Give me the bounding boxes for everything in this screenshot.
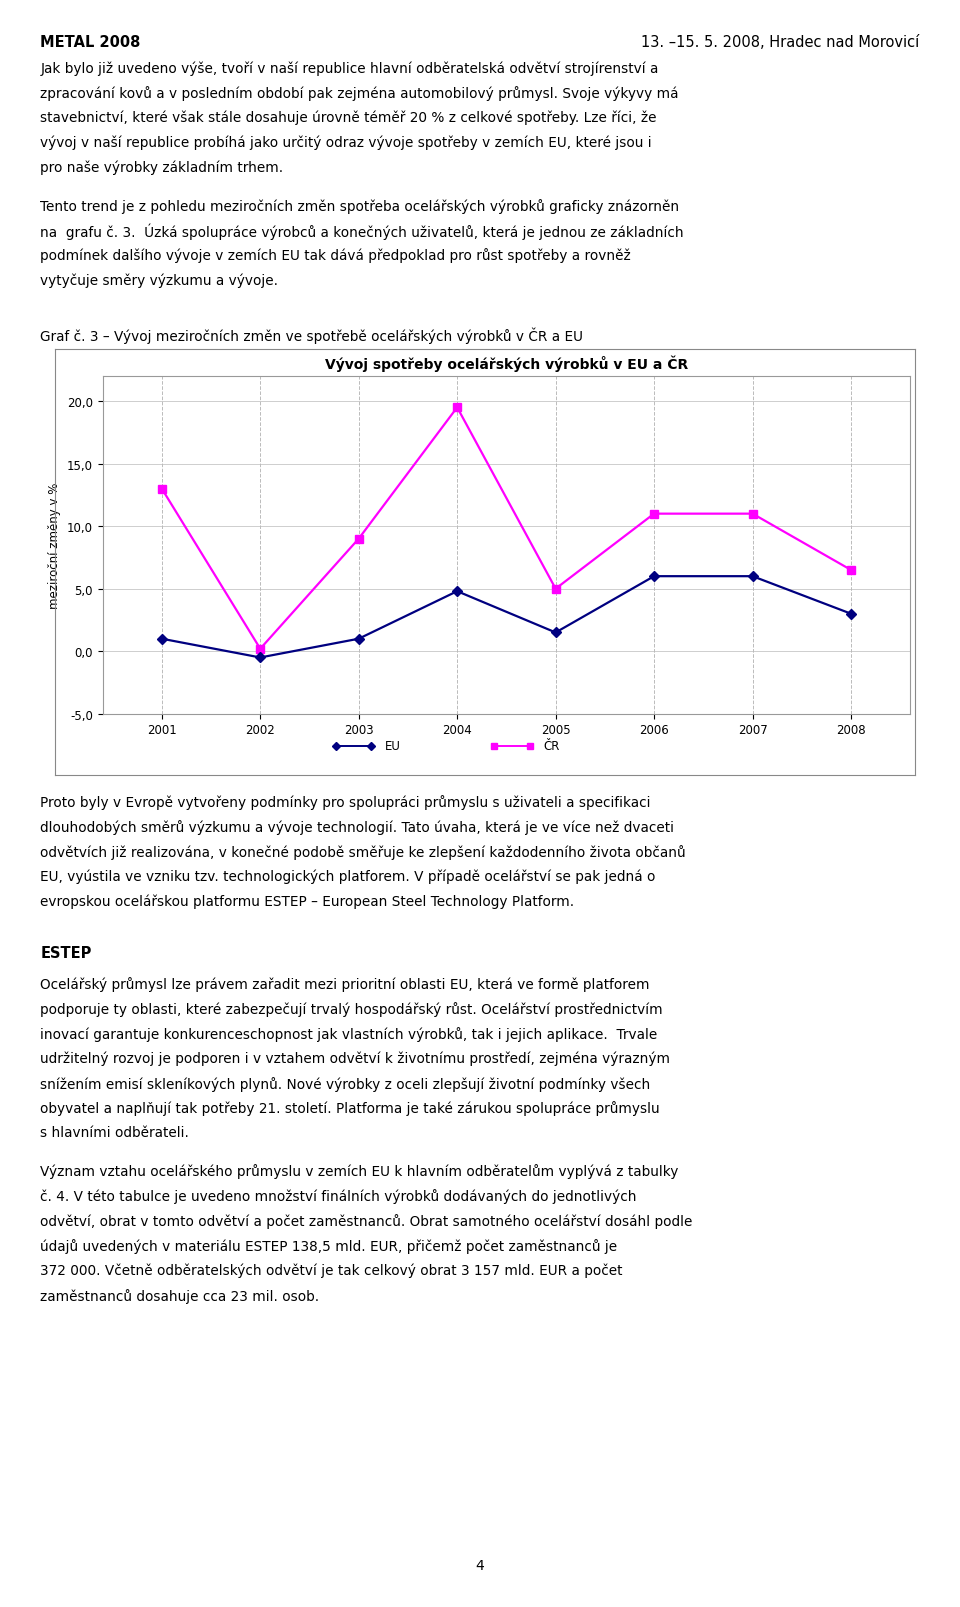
Text: odvětvích již realizována, v konečné podobě směřuje ke zlepšení každodenního živ: odvětvích již realizována, v konečné pod… bbox=[40, 844, 686, 860]
Text: s hlavními odběrateli.: s hlavními odběrateli. bbox=[40, 1125, 189, 1139]
Text: podmínek dalšího vývoje v zemích EU tak dává předpoklad pro růst spotřeby a rovn: podmínek dalšího vývoje v zemích EU tak … bbox=[40, 247, 631, 264]
Text: podporuje ty oblasti, které zabezpečují trvalý hospodářský růst. Ocelářství pros: podporuje ty oblasti, které zabezpečují … bbox=[40, 1001, 663, 1016]
Text: METAL 2008: METAL 2008 bbox=[40, 34, 141, 50]
Text: stavebnictví, které však stále dosahuje úrovně téměř 20 % z celkové spotřeby. Lz: stavebnictví, které však stále dosahuje … bbox=[40, 111, 657, 125]
Text: zpracování kovů a v posledním období pak zejména automobilový průmysl. Svoje výk: zpracování kovů a v posledním období pak… bbox=[40, 85, 679, 101]
Text: snížením emisí skleníkových plynů. Nové výrobky z oceli zlepšují životní podmínk: snížením emisí skleníkových plynů. Nové … bbox=[40, 1077, 651, 1091]
Text: č. 4. V této tabulce je uvedeno množství finálních výrobků dodávaných do jednotl: č. 4. V této tabulce je uvedeno množství… bbox=[40, 1188, 636, 1204]
Text: evropskou ocelářskou platformu ESTEP – European Steel Technology Platform.: evropskou ocelářskou platformu ESTEP – E… bbox=[40, 893, 574, 910]
Text: Ocelářský průmysl lze právem zařadit mezi prioritní oblasti EU, která ve formě p: Ocelářský průmysl lze právem zařadit mez… bbox=[40, 975, 650, 992]
Text: pro naše výrobky základním trhem.: pro naše výrobky základním trhem. bbox=[40, 161, 283, 175]
Text: 4: 4 bbox=[475, 1557, 485, 1572]
Text: EU, vyústila ve vzniku tzv. technologických platforem. V případě ocelářství se p: EU, vyústila ve vzniku tzv. technologick… bbox=[40, 869, 656, 884]
Text: udržitelný rozvoj je podporen i v vztahem odvětví k životnímu prostředí, zejména: udržitelný rozvoj je podporen i v vztahe… bbox=[40, 1051, 670, 1065]
Text: vytyčuje směry výzkumu a vývoje.: vytyčuje směry výzkumu a vývoje. bbox=[40, 273, 278, 288]
Text: Graf č. 3 – Vývoj meziročních změn ve spotřebě ocelářských výrobků v ČR a EU: Graf č. 3 – Vývoj meziročních změn ve sp… bbox=[40, 326, 584, 344]
Title: Vývoj spotřeby ocelářských výrobků v EU a ČR: Vývoj spotřeby ocelářských výrobků v EU … bbox=[324, 355, 688, 371]
Text: vývoj v naší republice probíhá jako určitý odraz vývoje spotřeby v zemích EU, kt: vývoj v naší republice probíhá jako urči… bbox=[40, 135, 652, 151]
Text: 13. –15. 5. 2008, Hradec nad Morovicí: 13. –15. 5. 2008, Hradec nad Morovicí bbox=[641, 34, 920, 50]
Text: dlouhodobých směrů výzkumu a vývoje technologií. Tato úvaha, která je ve více ne: dlouhodobých směrů výzkumu a vývoje tech… bbox=[40, 820, 674, 834]
Text: odvětví, obrat v tomto odvětví a počet zaměstnanců. Obrat samotného ocelářství d: odvětví, obrat v tomto odvětví a počet z… bbox=[40, 1213, 693, 1228]
Text: 372 000. Včetně odběratelských odvětví je tak celkový obrat 3 157 mld. EUR a poč: 372 000. Včetně odběratelských odvětví j… bbox=[40, 1263, 623, 1278]
Y-axis label: meziroční změny v %: meziroční změny v % bbox=[48, 482, 61, 609]
Text: inovací garantuje konkurenceschopnost jak vlastních výrobků, tak i jejich aplika: inovací garantuje konkurenceschopnost ja… bbox=[40, 1025, 658, 1041]
Text: ČR: ČR bbox=[543, 739, 560, 754]
Text: EU: EU bbox=[385, 739, 401, 754]
Text: zaměstnanců dosahuje cca 23 mil. osob.: zaměstnanců dosahuje cca 23 mil. osob. bbox=[40, 1289, 320, 1303]
Text: Proto byly v Evropě vytvořeny podmínky pro spolupráci průmyslu s uživateli a spe: Proto byly v Evropě vytvořeny podmínky p… bbox=[40, 794, 651, 810]
Text: obyvatel a naplňují tak potřeby 21. století. Platforma je také zárukou spoluprác: obyvatel a naplňují tak potřeby 21. stol… bbox=[40, 1101, 660, 1115]
Text: na  grafu č. 3.  Úzká spolupráce výrobců a konečných uživatelů, která je jednou : na grafu č. 3. Úzká spolupráce výrobců a… bbox=[40, 223, 684, 239]
Text: ESTEP: ESTEP bbox=[40, 945, 92, 959]
Text: údajů uvedených v materiálu ESTEP 138,5 mld. EUR, přičemž počet zaměstnanců je: údajů uvedených v materiálu ESTEP 138,5 … bbox=[40, 1237, 617, 1253]
Text: Tento trend je z pohledu meziročních změn spotřeba ocelářských výrobků graficky : Tento trend je z pohledu meziročních změ… bbox=[40, 198, 680, 214]
Text: Jak bylo již uvedeno výše, tvoří v naší republice hlavní odběratelská odvětví st: Jak bylo již uvedeno výše, tvoří v naší … bbox=[40, 61, 659, 76]
Text: Význam vztahu ocelářského průmyslu v zemích EU k hlavním odběratelům vyplývá z t: Význam vztahu ocelářského průmyslu v zem… bbox=[40, 1163, 679, 1178]
